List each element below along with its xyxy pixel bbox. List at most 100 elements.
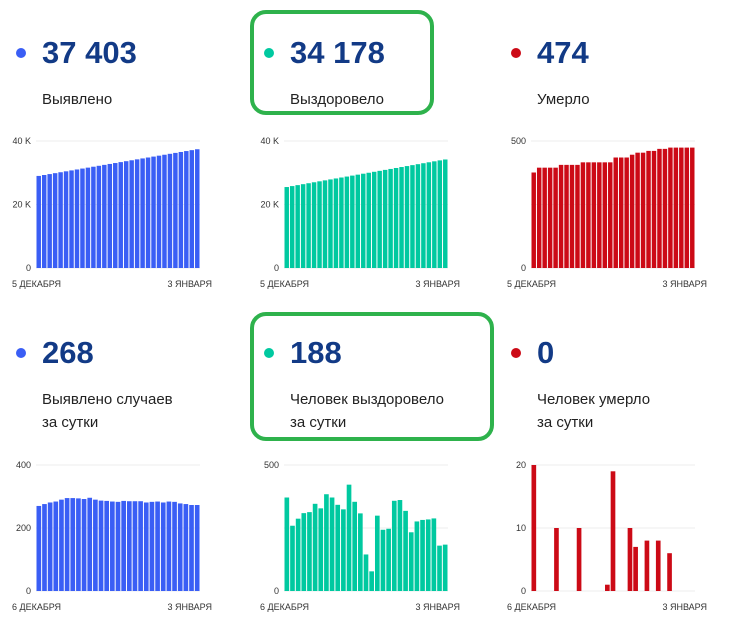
bar[interactable] (81, 499, 87, 591)
bar[interactable] (655, 540, 661, 591)
bar[interactable] (306, 183, 311, 268)
bar[interactable] (605, 584, 610, 591)
bar[interactable] (189, 505, 194, 591)
bar[interactable] (679, 147, 684, 268)
bar[interactable] (377, 170, 382, 268)
bar[interactable] (553, 167, 558, 268)
bar[interactable] (547, 167, 553, 268)
bar[interactable] (307, 512, 312, 591)
bar[interactable] (580, 162, 586, 268)
bar[interactable] (134, 159, 140, 268)
bar[interactable] (618, 157, 624, 268)
bar[interactable] (59, 499, 64, 591)
bar[interactable] (47, 174, 52, 268)
bar[interactable] (195, 149, 200, 268)
bar[interactable] (295, 185, 300, 268)
bar[interactable] (421, 163, 426, 268)
bar[interactable] (415, 164, 421, 268)
bar[interactable] (115, 501, 121, 591)
bar[interactable] (358, 513, 363, 591)
bar[interactable] (156, 155, 162, 268)
bar[interactable] (442, 544, 448, 591)
bar[interactable] (155, 501, 160, 591)
bar[interactable] (121, 500, 126, 591)
bar[interactable] (361, 173, 366, 268)
bar[interactable] (102, 164, 107, 268)
bar[interactable] (290, 525, 295, 591)
bar[interactable] (369, 571, 374, 591)
bar[interactable] (426, 162, 432, 268)
bar[interactable] (96, 165, 102, 268)
bar[interactable] (69, 170, 74, 268)
bar[interactable] (63, 171, 69, 268)
bar[interactable] (151, 156, 156, 268)
bar[interactable] (184, 151, 189, 268)
bar[interactable] (177, 503, 183, 591)
bar[interactable] (284, 497, 290, 591)
bar[interactable] (542, 167, 547, 268)
bar[interactable] (132, 501, 138, 591)
bar[interactable] (644, 540, 650, 591)
bar[interactable] (118, 162, 123, 268)
bar[interactable] (651, 150, 657, 268)
bar[interactable] (431, 518, 437, 591)
bar[interactable] (350, 175, 355, 268)
bar[interactable] (324, 494, 329, 591)
bar[interactable] (129, 160, 134, 268)
bar[interactable] (437, 160, 443, 268)
bar[interactable] (608, 162, 613, 268)
bar[interactable] (380, 529, 386, 591)
bar[interactable] (371, 171, 377, 268)
bar[interactable] (635, 152, 640, 268)
bar[interactable] (536, 167, 542, 268)
bar[interactable] (167, 153, 173, 268)
bar[interactable] (344, 176, 350, 268)
bar[interactable] (597, 162, 602, 268)
bar[interactable] (575, 164, 580, 268)
bar[interactable] (420, 519, 425, 591)
bar[interactable] (633, 546, 638, 591)
bar[interactable] (399, 167, 404, 268)
bar[interactable] (138, 501, 143, 591)
bar[interactable] (93, 499, 98, 591)
bar[interactable] (166, 501, 172, 591)
bar[interactable] (311, 182, 317, 268)
bar[interactable] (113, 163, 118, 268)
bar[interactable] (673, 147, 679, 268)
bar[interactable] (162, 154, 167, 268)
bar[interactable] (74, 169, 80, 268)
bar[interactable] (339, 177, 344, 268)
bar[interactable] (569, 164, 575, 268)
bar[interactable] (328, 179, 333, 268)
bar[interactable] (312, 503, 318, 591)
bar[interactable] (558, 164, 564, 268)
bar[interactable] (91, 166, 96, 268)
bar[interactable] (87, 497, 93, 591)
bar[interactable] (329, 497, 335, 591)
bar[interactable] (408, 532, 414, 591)
bar[interactable] (346, 484, 352, 591)
bar[interactable] (284, 187, 289, 268)
bar[interactable] (352, 501, 358, 591)
bar[interactable] (98, 500, 104, 591)
bar[interactable] (586, 162, 591, 268)
bar[interactable] (322, 180, 328, 268)
bar[interactable] (47, 502, 53, 591)
bar[interactable] (140, 158, 145, 268)
bar[interactable] (531, 465, 537, 591)
bar[interactable] (627, 528, 633, 591)
bar[interactable] (318, 508, 324, 591)
bar[interactable] (42, 504, 47, 591)
bar[interactable] (391, 500, 397, 591)
bar[interactable] (610, 471, 616, 591)
bar[interactable] (393, 167, 399, 268)
bar[interactable] (613, 157, 618, 268)
bar[interactable] (53, 501, 59, 591)
bar[interactable] (52, 173, 58, 268)
bar[interactable] (317, 181, 322, 268)
bar[interactable] (126, 501, 132, 591)
bar[interactable] (85, 167, 91, 268)
bar[interactable] (564, 164, 569, 268)
bar[interactable] (414, 521, 420, 591)
bar[interactable] (640, 152, 646, 268)
